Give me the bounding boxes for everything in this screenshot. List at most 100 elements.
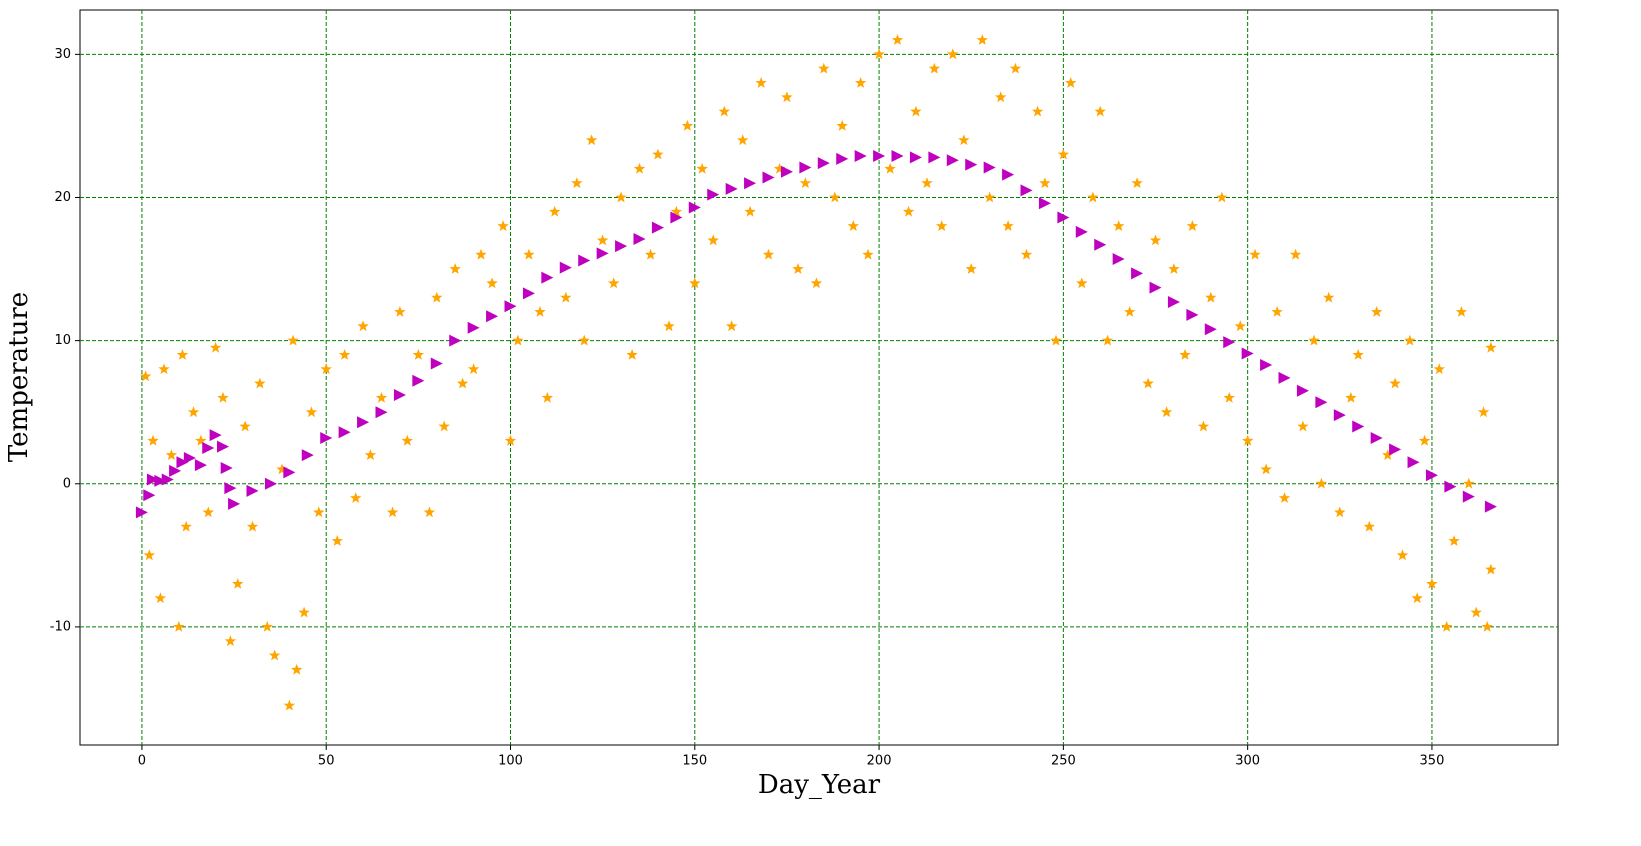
data-point [615,191,627,203]
data-point [158,363,170,375]
data-point [1455,306,1468,317]
data-point [1094,105,1106,117]
data-point [394,306,406,317]
data-point [947,48,959,60]
data-point [412,374,425,387]
data-point [1031,105,1044,117]
data-point [1278,371,1291,384]
data-point [1249,248,1261,260]
data-point [965,158,978,171]
data-point [195,434,207,446]
data-point [1197,420,1210,432]
data-point [431,291,443,303]
data-point [1075,225,1088,238]
data-point [836,119,848,131]
data-point [902,205,915,217]
data-point [1223,336,1236,349]
data-point [762,171,775,184]
data-point [467,363,480,375]
y-axis-label: Temperature [4,292,34,462]
data-point [652,148,664,160]
data-point [891,149,904,162]
data-point [467,321,480,334]
data-point [1065,77,1077,88]
data-point [176,456,189,469]
data-point [239,420,251,432]
data-point [305,406,318,418]
data-point [1112,253,1125,266]
data-point [1407,456,1420,469]
data-point [718,105,730,117]
data-point [670,211,683,224]
data-point [512,334,524,346]
x-axis-label: Day_Year [758,770,881,800]
data-point [143,489,156,502]
data-point [523,248,535,260]
data-point [386,506,399,518]
data-point [393,389,406,402]
data-point [755,77,767,88]
data-point [1050,334,1062,346]
data-point [541,271,554,284]
y-tick-label: -10 [50,619,71,634]
data-point [1345,391,1357,403]
data-point [1296,384,1309,397]
data-point [187,406,200,418]
data-point [154,474,167,487]
data-point [1433,363,1445,375]
data-point [1057,148,1070,160]
data-point [1441,620,1453,632]
data-point [1168,263,1180,274]
data-point [1404,334,1416,346]
data-point [1297,420,1309,432]
data-point [1039,177,1051,188]
data-point [139,370,152,382]
data-point [1308,334,1320,346]
data-point [1370,431,1383,444]
data-point [681,119,694,131]
data-point [1396,549,1409,561]
plot-frame [79,9,1559,746]
data-point [154,592,167,604]
data-point [1149,281,1162,294]
data-point [209,429,222,442]
data-point [180,520,192,532]
data-point [1352,420,1365,433]
data-point [1020,184,1033,197]
data-point [301,449,314,462]
data-point [401,434,413,446]
data-point [1124,306,1136,317]
data-point [412,349,425,360]
data-point [578,334,590,346]
data-point [475,248,487,260]
data-point [135,506,148,519]
y-tick-label: 10 [54,333,71,348]
data-point [854,77,867,88]
data-point [936,220,948,231]
data-point [725,182,738,195]
x-tick-label: 100 [498,754,523,769]
data-point [1271,306,1283,317]
data-point [357,320,369,332]
x-tick-label: 300 [1235,754,1260,769]
data-point [799,177,812,188]
data-point [246,520,259,532]
data-point [1149,234,1162,246]
data-point [1260,463,1272,475]
data-point [176,349,189,360]
data-point [268,649,281,661]
data-point [1485,341,1497,353]
data-point [792,263,804,274]
data-point [781,91,793,103]
data-point [228,497,241,510]
data-point [651,221,664,234]
data-point [707,234,719,246]
data-point [1234,320,1246,332]
data-point [1186,220,1199,231]
data-point [1020,248,1033,260]
data-point [232,578,244,589]
data-point [224,635,237,647]
data-point [338,426,351,439]
data-point [173,620,185,632]
data-point [626,349,638,360]
